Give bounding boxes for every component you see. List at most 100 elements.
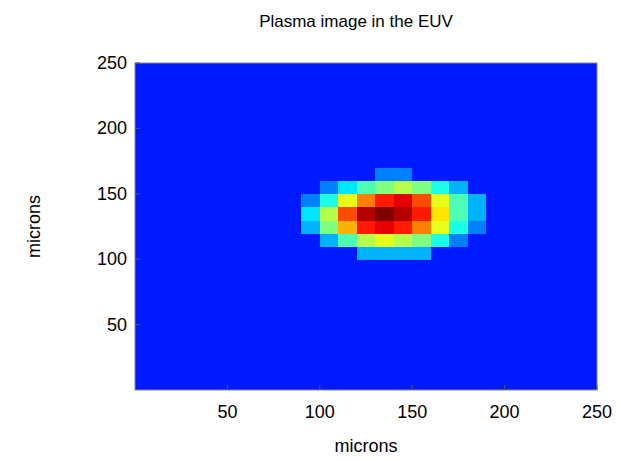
heat-cell — [505, 128, 524, 142]
heat-cell — [135, 168, 154, 182]
heat-cell — [394, 285, 413, 299]
heat-cell — [320, 272, 339, 286]
x-axis-title: microns — [334, 436, 397, 456]
heat-cell — [560, 63, 579, 77]
heat-cell — [523, 364, 542, 378]
heat-cell — [394, 102, 413, 116]
heat-cell — [338, 155, 357, 169]
heat-cell — [468, 312, 487, 326]
heat-cell — [246, 298, 265, 312]
heat-cell — [579, 325, 597, 339]
heat-cell — [135, 155, 154, 169]
heat-cell — [579, 285, 597, 299]
heat-cell — [135, 63, 154, 77]
heat-cell — [153, 76, 172, 90]
heat-cell — [172, 233, 191, 247]
heat-cell — [227, 207, 246, 221]
heat-cell — [338, 285, 357, 299]
heat-cell — [560, 168, 579, 182]
heat-cell — [560, 155, 579, 169]
heat-cell — [135, 338, 154, 352]
heat-cell — [486, 63, 505, 77]
heat-cell — [375, 102, 394, 116]
heat-cell — [523, 377, 542, 390]
heat-cell — [246, 102, 265, 116]
heat-cell — [338, 207, 357, 221]
heat-cell — [320, 115, 339, 129]
heat-cell — [283, 220, 302, 234]
heat-cell — [172, 272, 191, 286]
heat-cell — [412, 128, 431, 142]
heat-cell — [357, 128, 376, 142]
heat-cell — [264, 155, 283, 169]
heat-cell — [394, 181, 413, 195]
heat-cell — [283, 259, 302, 273]
heat-cell — [190, 325, 209, 339]
heat-cell — [542, 63, 561, 77]
heat-cell — [560, 377, 579, 390]
heat-cell — [153, 364, 172, 378]
heat-cell — [320, 102, 339, 116]
heat-cell — [357, 259, 376, 273]
heat-cell — [412, 272, 431, 286]
heat-cell — [172, 155, 191, 169]
heat-cell — [449, 155, 468, 169]
heat-cell — [449, 220, 468, 234]
heat-cell — [246, 76, 265, 90]
heat-cell — [301, 233, 320, 247]
heat-cell — [338, 181, 357, 195]
heat-cell — [135, 76, 154, 90]
heat-cell — [190, 76, 209, 90]
heat-cell — [135, 377, 154, 390]
heat-cell — [227, 246, 246, 260]
heat-cell — [542, 351, 561, 365]
heat-cell — [264, 181, 283, 195]
heat-cell — [357, 272, 376, 286]
heat-cell — [135, 233, 154, 247]
heat-cell — [394, 63, 413, 77]
heat-cell — [320, 312, 339, 326]
heat-cell — [468, 181, 487, 195]
heat-cell — [579, 338, 597, 352]
heat-cell — [246, 364, 265, 378]
heat-cell — [209, 128, 228, 142]
heat-cell — [301, 364, 320, 378]
heat-cell — [375, 377, 394, 390]
heat-cell — [301, 115, 320, 129]
heat-cell — [579, 102, 597, 116]
heat-cell — [542, 220, 561, 234]
heat-cell — [579, 377, 597, 390]
heat-cell — [227, 128, 246, 142]
heat-cell — [190, 155, 209, 169]
heat-cell — [468, 102, 487, 116]
heat-cell — [375, 168, 394, 182]
heat-cell — [449, 364, 468, 378]
heat-cell — [486, 364, 505, 378]
heat-cell — [375, 233, 394, 247]
heat-cell — [505, 364, 524, 378]
y-tick-label: 200 — [97, 118, 127, 138]
heat-cell — [486, 128, 505, 142]
heat-cell — [542, 338, 561, 352]
heat-cell — [227, 102, 246, 116]
heat-cell — [246, 338, 265, 352]
heat-cell — [283, 285, 302, 299]
heat-cell — [190, 89, 209, 103]
heat-cell — [431, 155, 450, 169]
heat-cell — [301, 377, 320, 390]
heat-cell — [394, 155, 413, 169]
heat-cell — [394, 312, 413, 326]
heat-cell — [412, 325, 431, 339]
heat-cell — [135, 364, 154, 378]
heat-cell — [283, 272, 302, 286]
heat-cell — [560, 102, 579, 116]
heat-cell — [394, 377, 413, 390]
heat-cell — [357, 168, 376, 182]
heat-cell — [357, 325, 376, 339]
heat-cell — [394, 338, 413, 352]
heat-cell — [560, 259, 579, 273]
heat-cell — [542, 102, 561, 116]
heat-cell — [338, 272, 357, 286]
heat-cell — [449, 102, 468, 116]
heat-cell — [542, 233, 561, 247]
